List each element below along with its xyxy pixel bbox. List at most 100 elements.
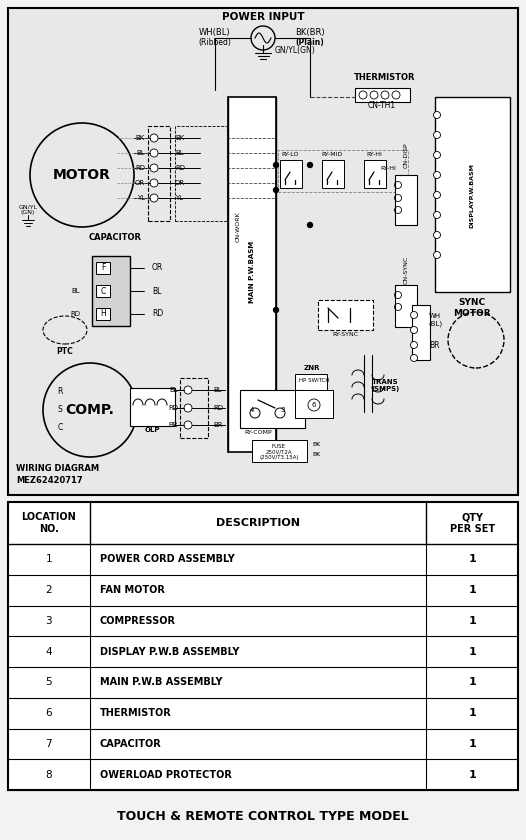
Bar bbox=[148, 126, 170, 221]
Text: RY-MID: RY-MID bbox=[321, 153, 342, 157]
Text: FUSE
250V/T2A
(250V/T3.15A): FUSE 250V/T2A (250V/T3.15A) bbox=[259, 444, 299, 460]
Circle shape bbox=[410, 342, 418, 349]
Text: 3: 3 bbox=[281, 407, 285, 413]
Bar bbox=[252, 440, 307, 462]
Text: RY-COMP: RY-COMP bbox=[244, 429, 271, 434]
Text: RD: RD bbox=[152, 309, 163, 318]
Bar bbox=[180, 378, 208, 438]
Bar bbox=[322, 160, 344, 188]
Text: OR: OR bbox=[152, 264, 163, 272]
Text: CN-SYNC: CN-SYNC bbox=[403, 256, 409, 284]
Circle shape bbox=[150, 179, 158, 187]
Text: DISPLAY P.W.B ASSEMBLY: DISPLAY P.W.B ASSEMBLY bbox=[99, 647, 239, 657]
Text: H: H bbox=[100, 309, 106, 318]
Bar bbox=[364, 160, 386, 188]
Text: SYNC
MOTOR: SYNC MOTOR bbox=[453, 298, 491, 318]
Circle shape bbox=[433, 251, 440, 259]
Text: FAN MOTOR: FAN MOTOR bbox=[99, 585, 165, 595]
Text: BL: BL bbox=[136, 150, 145, 156]
Text: OR: OR bbox=[135, 180, 145, 186]
Circle shape bbox=[150, 164, 158, 172]
Text: 1: 1 bbox=[468, 616, 476, 626]
Bar bbox=[175, 126, 227, 221]
Text: BK: BK bbox=[313, 453, 321, 458]
Bar bbox=[130, 388, 175, 426]
Text: BK: BK bbox=[313, 443, 321, 448]
Text: WH(BL): WH(BL) bbox=[199, 29, 231, 38]
Text: 1: 1 bbox=[45, 554, 52, 564]
Text: TRANS
(SMPS): TRANS (SMPS) bbox=[371, 379, 399, 391]
Bar bbox=[295, 390, 333, 418]
Circle shape bbox=[433, 112, 440, 118]
Text: 1: 1 bbox=[468, 647, 476, 657]
Text: THERMISTOR: THERMISTOR bbox=[354, 72, 416, 81]
Bar bbox=[278, 150, 408, 192]
Bar bbox=[92, 256, 130, 326]
Text: DESCRIPTION: DESCRIPTION bbox=[216, 518, 300, 528]
Text: F: F bbox=[101, 264, 105, 272]
Text: 1: 1 bbox=[468, 554, 476, 564]
Text: 4: 4 bbox=[250, 407, 254, 413]
Text: RD: RD bbox=[168, 405, 178, 411]
Text: 3: 3 bbox=[45, 616, 52, 626]
Text: R: R bbox=[57, 387, 63, 396]
Text: POWER CORD ASSEMBLY: POWER CORD ASSEMBLY bbox=[99, 554, 235, 564]
Text: MAIN P.W.B ASSEMBLY: MAIN P.W.B ASSEMBLY bbox=[99, 677, 222, 687]
Text: POWER INPUT: POWER INPUT bbox=[221, 12, 305, 22]
Text: 1: 1 bbox=[468, 769, 476, 780]
Text: BK(BR): BK(BR) bbox=[295, 29, 325, 38]
Text: 1: 1 bbox=[468, 708, 476, 718]
Text: CAPACITOR: CAPACITOR bbox=[99, 739, 161, 749]
Bar bbox=[318, 300, 373, 330]
Bar bbox=[395, 175, 417, 225]
Circle shape bbox=[433, 151, 440, 159]
Circle shape bbox=[150, 194, 158, 202]
Text: BL: BL bbox=[175, 150, 184, 156]
Text: YL: YL bbox=[137, 195, 145, 201]
Text: CN-DISP: CN-DISP bbox=[403, 142, 409, 168]
Circle shape bbox=[433, 132, 440, 139]
Text: 2: 2 bbox=[45, 585, 52, 595]
Text: 6: 6 bbox=[45, 708, 52, 718]
Circle shape bbox=[448, 312, 504, 368]
Bar bbox=[240, 390, 305, 428]
Text: DISPLAYP.W.BASM: DISPLAYP.W.BASM bbox=[470, 162, 474, 228]
Bar bbox=[8, 8, 518, 495]
Text: THERMISTOR: THERMISTOR bbox=[99, 708, 171, 718]
Text: MAIN P.W.BASM: MAIN P.W.BASM bbox=[249, 241, 255, 303]
Text: BL: BL bbox=[72, 288, 80, 294]
Text: S: S bbox=[58, 406, 63, 414]
Text: BL: BL bbox=[213, 387, 221, 393]
Bar bbox=[280, 160, 302, 188]
Bar bbox=[355, 88, 410, 102]
Text: RD: RD bbox=[135, 165, 145, 171]
Text: (Ribbed): (Ribbed) bbox=[198, 39, 231, 48]
Text: 6: 6 bbox=[312, 402, 316, 408]
Circle shape bbox=[308, 223, 312, 228]
Text: RY-HI: RY-HI bbox=[380, 165, 396, 171]
Text: COMPRESSOR: COMPRESSOR bbox=[99, 616, 176, 626]
Text: RY-LO: RY-LO bbox=[281, 153, 299, 157]
Text: 7: 7 bbox=[45, 739, 52, 749]
Bar bbox=[295, 374, 327, 390]
Text: BL: BL bbox=[169, 387, 178, 393]
Text: MOTOR: MOTOR bbox=[53, 168, 111, 182]
Text: MEZ62420717: MEZ62420717 bbox=[16, 476, 83, 485]
Text: 8: 8 bbox=[45, 769, 52, 780]
Text: OWERLOAD PROTECTOR: OWERLOAD PROTECTOR bbox=[99, 769, 231, 780]
Text: HP SWITCH: HP SWITCH bbox=[299, 377, 329, 382]
Bar bbox=[96, 285, 110, 297]
Text: BR: BR bbox=[213, 422, 222, 428]
Text: BK: BK bbox=[136, 135, 145, 141]
Text: GN/YL
(GN): GN/YL (GN) bbox=[18, 205, 37, 215]
Circle shape bbox=[410, 354, 418, 361]
Bar bbox=[435, 97, 510, 292]
Circle shape bbox=[433, 171, 440, 178]
Text: WIRING DIAGRAM: WIRING DIAGRAM bbox=[16, 464, 99, 473]
Circle shape bbox=[433, 232, 440, 239]
Text: TOUCH & REMOTE CONTROL TYPE MODEL: TOUCH & REMOTE CONTROL TYPE MODEL bbox=[117, 811, 409, 823]
Circle shape bbox=[274, 187, 278, 192]
Circle shape bbox=[150, 134, 158, 142]
Text: RY-HI: RY-HI bbox=[366, 153, 382, 157]
Circle shape bbox=[433, 192, 440, 198]
